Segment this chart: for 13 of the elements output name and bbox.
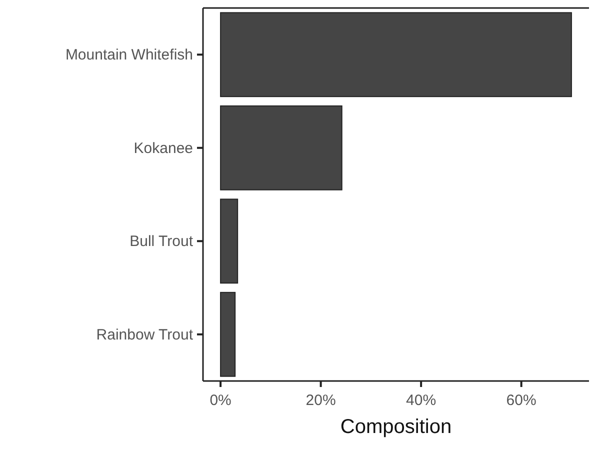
y-tick-label: Kokanee [134,140,193,157]
y-tick-label: Mountain Whitefish [65,46,193,64]
x-tick-label: 20% [306,392,336,409]
y-tick-label: Bull Trout [130,233,194,250]
bar [220,105,342,190]
x-axis-title: Composition [340,416,452,438]
bar [220,198,238,284]
x-tick-label: 40% [406,392,436,409]
y-tick-label: Rainbow Trout [96,326,194,344]
bar [220,12,572,98]
x-tick-label: 60% [506,392,536,409]
x-tick-label: 0% [210,392,232,409]
bar [220,292,236,377]
